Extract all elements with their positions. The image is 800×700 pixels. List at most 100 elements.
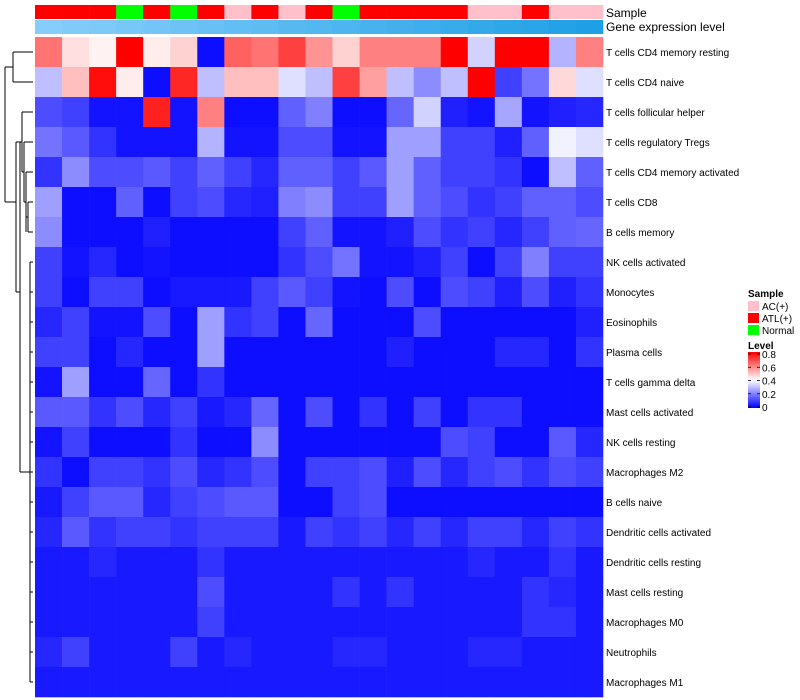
gene-expression-annotation-cell	[548, 20, 577, 34]
heatmap-cell	[467, 457, 496, 488]
heatmap-cell	[440, 247, 469, 278]
gene-expression-annotation-cell	[359, 20, 387, 34]
heatmap-cell	[251, 37, 279, 68]
heatmap-cell	[467, 337, 496, 368]
heatmap-cell	[251, 577, 279, 608]
sample-annotation-cell	[575, 5, 604, 19]
heatmap-cell	[170, 517, 198, 548]
heatmap-cell	[575, 97, 604, 128]
heatmap-cell	[170, 427, 198, 458]
heatmap-cell	[575, 577, 604, 608]
heatmap-cell	[62, 307, 90, 338]
heatmap-cell	[467, 577, 496, 608]
sample-annotation-cell	[116, 5, 144, 19]
heatmap-cell	[494, 157, 523, 188]
heatmap-cell	[494, 37, 523, 68]
heatmap-cell	[548, 337, 577, 368]
heatmap-cell	[143, 487, 171, 518]
row-label: Dendritic cells activated	[606, 528, 711, 539]
heatmap-cell	[116, 157, 144, 188]
heatmap-cell	[575, 487, 604, 518]
heatmap-cell	[278, 487, 306, 518]
heatmap-cell	[251, 637, 279, 668]
legend-entry-label: Normal	[762, 326, 794, 337]
heatmap-cell	[224, 667, 252, 698]
heatmap-cell	[521, 337, 550, 368]
heatmap-cell	[143, 577, 171, 608]
heatmap-cell	[224, 457, 252, 488]
heatmap-cell	[116, 517, 144, 548]
heatmap-cell	[170, 637, 198, 668]
sample-annotation-cell	[170, 5, 198, 19]
heatmap-cell	[278, 457, 306, 488]
row-label: Plasma cells	[606, 348, 662, 359]
heatmap-cell	[413, 67, 442, 98]
heatmap-cell	[116, 277, 144, 308]
heatmap-cell	[467, 127, 496, 158]
heatmap-cell	[332, 637, 360, 668]
heatmap-cell	[143, 517, 171, 548]
heatmap-cell	[224, 517, 252, 548]
gene-expression-annotation-cell	[413, 20, 442, 34]
heatmap-cell	[521, 367, 550, 398]
heatmap-cell	[575, 427, 604, 458]
heatmap-cell	[170, 277, 198, 308]
heatmap-cell	[521, 397, 550, 428]
legend: Sample AC(+)ATL(+)Normal Level 0.8 0.6 0.4…	[748, 289, 794, 414]
heatmap-cell	[197, 307, 225, 338]
heatmap-cell	[440, 397, 469, 428]
row-label: Neutrophils	[606, 648, 657, 659]
heatmap-cell	[251, 247, 279, 278]
heatmap-cell	[197, 397, 225, 428]
legend-swatch	[748, 313, 759, 323]
heatmap-cell	[440, 157, 469, 188]
heatmap-cell	[170, 97, 198, 128]
row-label: NK cells activated	[606, 258, 685, 269]
row-label: Macrophages M0	[606, 618, 684, 629]
heatmap-cell	[305, 187, 333, 218]
heatmap-cell	[116, 637, 144, 668]
heatmap-cell	[251, 337, 279, 368]
heatmap-cell	[62, 667, 90, 698]
heatmap-cell	[197, 337, 225, 368]
heatmap-cell	[548, 637, 577, 668]
heatmap-cell	[143, 127, 171, 158]
sample-annotation-cell	[467, 5, 496, 19]
heatmap-cell	[413, 187, 442, 218]
legend-tick-label: 0.8	[762, 350, 776, 361]
heatmap-cell	[548, 67, 577, 98]
gene-expression-annotation-cell	[116, 20, 144, 34]
heatmap-cell	[305, 427, 333, 458]
heatmap-cell	[386, 247, 414, 278]
heatmap-cell	[278, 637, 306, 668]
heatmap-cell	[548, 607, 577, 638]
row-label: Mast cells activated	[606, 408, 693, 419]
heatmap-cell	[332, 277, 360, 308]
legend-tick-label: 0.6	[762, 363, 776, 374]
heatmap-cell	[575, 307, 604, 338]
heatmap-cell	[89, 517, 117, 548]
heatmap-cell	[332, 127, 360, 158]
gene-expression-annotation-cell	[62, 20, 90, 34]
heatmap-cell	[467, 307, 496, 338]
heatmap-cell	[224, 157, 252, 188]
sample-annotation-track	[35, 5, 604, 19]
heatmap-cell	[521, 457, 550, 488]
heatmap-cell	[116, 187, 144, 218]
heatmap-cell	[386, 97, 414, 128]
heatmap-cell	[89, 577, 117, 608]
heatmap-cell	[548, 427, 577, 458]
heatmap-cell	[224, 277, 252, 308]
gene-expression-annotation-cell	[278, 20, 306, 34]
heatmap-cell	[332, 247, 360, 278]
heatmap-cell	[197, 517, 225, 548]
heatmap-cell	[170, 397, 198, 428]
heatmap-cell	[440, 427, 469, 458]
heatmap-cell	[62, 247, 90, 278]
heatmap-cell	[521, 157, 550, 188]
heatmap-cell	[89, 67, 117, 98]
heatmap-cell	[251, 397, 279, 428]
heatmap-cell	[359, 67, 387, 98]
heatmap-cell	[62, 127, 90, 158]
